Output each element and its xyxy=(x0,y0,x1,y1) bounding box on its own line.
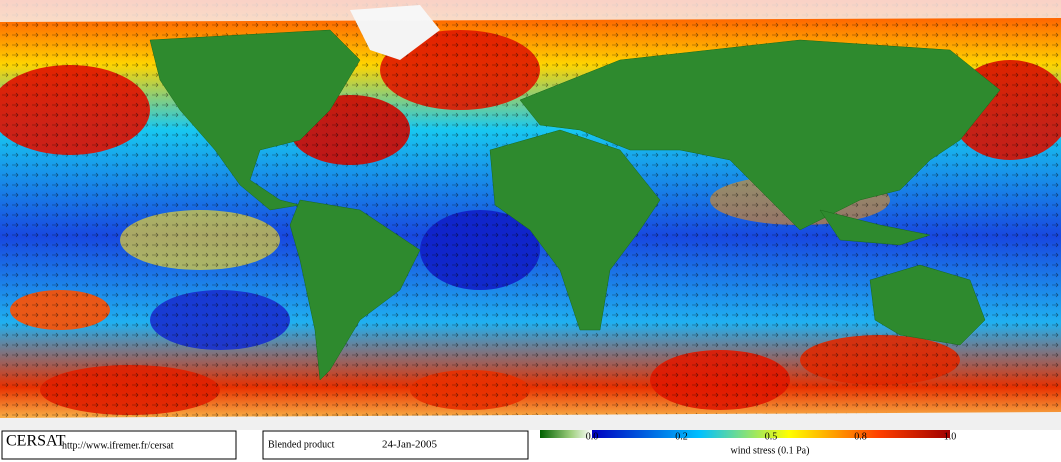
product-box xyxy=(262,430,529,460)
scale-ticks: 0.0 0.2 0.5 0.8 1.0 xyxy=(586,431,957,442)
source-box xyxy=(1,430,237,460)
color-scale xyxy=(592,430,950,438)
topo-scale xyxy=(540,430,592,438)
logo: CERSAT xyxy=(6,433,66,450)
product: Blended product xyxy=(268,439,335,450)
footer: CERSAT http://www.ifremer.fr/cersat Blen… xyxy=(1,430,957,460)
url: http://www.ifremer.fr/cersat xyxy=(62,440,174,451)
scale-tick-label: 0.2 xyxy=(675,431,688,442)
scale-label: wind stress (0.1 Pa) xyxy=(731,445,810,456)
land xyxy=(149,29,1001,381)
date: 24-Jan-2005 xyxy=(382,439,437,451)
scale-tick-label: 1.0 xyxy=(944,431,957,442)
arctic xyxy=(0,0,1061,22)
antarctica xyxy=(0,412,1061,430)
map xyxy=(0,0,1061,430)
scale-tick-label: 0.5 xyxy=(765,431,778,442)
scale-tick-label: 0.0 xyxy=(586,431,599,442)
scale-tick-label: 0.8 xyxy=(854,431,867,442)
